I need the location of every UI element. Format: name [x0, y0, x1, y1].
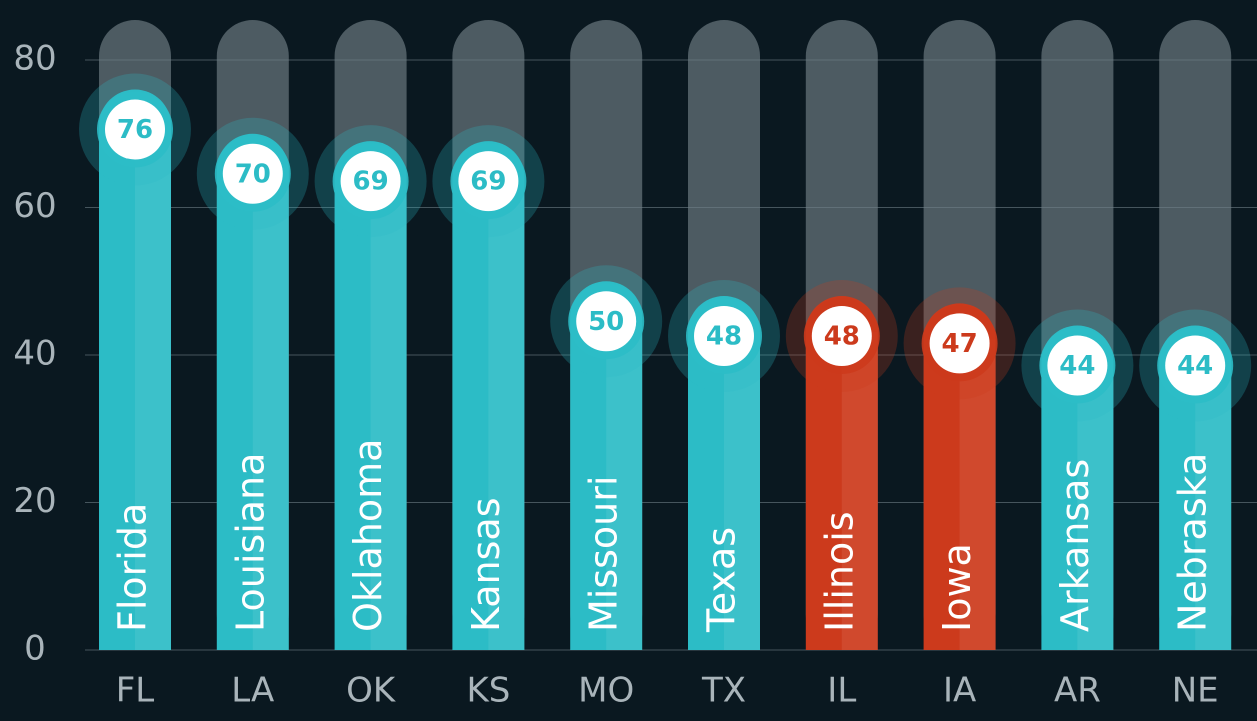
bar: [923, 303, 996, 650]
bar-shade: [252, 169, 289, 650]
bar-name: Texas: [700, 527, 744, 633]
value-label: 48: [824, 322, 860, 352]
y-tick-label: 40: [13, 334, 56, 374]
bar-name: Louisiana: [228, 453, 272, 632]
y-tick-label: 20: [13, 481, 56, 521]
bar: [334, 141, 407, 650]
bar-name: Oklahoma: [346, 439, 390, 632]
badge: [929, 313, 990, 374]
value-label: 44: [1177, 351, 1213, 381]
bar-name: Florida: [111, 503, 155, 632]
bar-shade: [488, 177, 525, 650]
value-label: 76: [117, 115, 153, 145]
bar-name: Missouri: [582, 476, 626, 632]
x-tick-label: TX: [701, 671, 746, 711]
badge: [694, 306, 754, 366]
bar-shade: [959, 339, 996, 650]
x-tick-label: AR: [1054, 671, 1101, 711]
x-tick-label: NE: [1172, 671, 1219, 711]
bar-name: Kansas: [464, 497, 508, 632]
x-tick-label: FL: [116, 671, 155, 711]
bar: [216, 133, 289, 650]
bar-shade: [606, 317, 643, 650]
value-label: 50: [588, 307, 624, 337]
value-label: 48: [706, 322, 742, 352]
badge: [576, 291, 637, 352]
x-tick-label: MO: [578, 671, 634, 711]
x-tick-label: LA: [231, 671, 274, 711]
bar-name: Iowa: [935, 543, 979, 632]
x-tick-label: IA: [943, 671, 976, 711]
bar: [99, 89, 171, 650]
bar: [570, 281, 643, 650]
bar-name: Arkansas: [1053, 459, 1097, 632]
x-tick-label: KS: [466, 671, 510, 711]
bar-shade: [370, 177, 407, 650]
badge: [222, 143, 283, 204]
value-label: 69: [470, 167, 506, 197]
bar: [688, 296, 760, 650]
y-tick-label: 0: [24, 629, 46, 669]
bar-name: Illinois: [817, 511, 861, 632]
bar-name: Nebraska: [1171, 453, 1215, 632]
bar-shade: [1195, 361, 1232, 650]
badge: [811, 306, 872, 366]
bar: [1041, 325, 1114, 650]
value-label: 47: [942, 329, 978, 359]
bar: [452, 141, 525, 650]
value-label: 69: [353, 167, 389, 197]
value-label: 70: [235, 159, 271, 189]
bar-shade: [841, 332, 878, 650]
bar-shade: [135, 125, 171, 650]
badge: [340, 151, 401, 212]
badge: [1165, 335, 1226, 396]
bar-shade: [1077, 361, 1114, 650]
badge: [105, 99, 165, 160]
y-tick-label: 80: [13, 39, 56, 79]
badge: [1047, 335, 1108, 396]
x-tick-label: IL: [827, 671, 856, 711]
bar: [805, 296, 878, 650]
bar: [1159, 325, 1232, 650]
bar-shade: [724, 332, 760, 650]
badge: [458, 151, 519, 212]
y-tick-label: 60: [13, 186, 56, 226]
x-tick-label: OK: [346, 671, 397, 711]
value-label: 44: [1059, 351, 1095, 381]
